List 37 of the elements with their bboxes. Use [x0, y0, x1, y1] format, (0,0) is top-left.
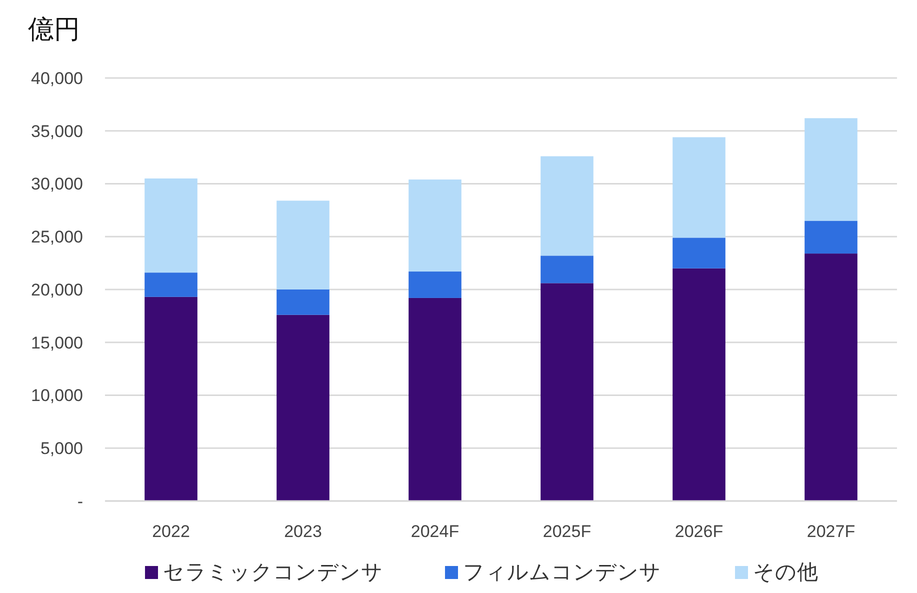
- y-tick-label: 15,000: [31, 333, 83, 352]
- bar: [276, 314, 330, 501]
- bar: [408, 298, 462, 501]
- y-tick-label: -: [77, 492, 83, 511]
- legend-label: フィルムコンデンサ: [463, 561, 661, 584]
- bar: [408, 180, 462, 272]
- x-tick-label: 2024F: [410, 522, 460, 541]
- y-tick-label: 30,000: [31, 174, 83, 194]
- y-tick-label: 35,000: [31, 122, 83, 141]
- x-tick-label: 2025F: [542, 522, 592, 541]
- x-tick-label: 2022: [152, 522, 190, 541]
- bar: [672, 137, 726, 238]
- bar: [804, 254, 858, 501]
- y-axis-title: 億円: [28, 14, 80, 44]
- bar: [672, 268, 726, 501]
- bar: [540, 256, 594, 284]
- legend-label: セラミックコンデンサ: [163, 561, 383, 584]
- bar: [540, 156, 594, 256]
- legend-label: その他: [753, 561, 818, 584]
- x-tick-label: 2027F: [806, 522, 856, 541]
- bar: [672, 238, 726, 268]
- bar: [408, 272, 462, 298]
- y-tick-label: 5,000: [40, 439, 83, 458]
- y-tick-label: 20,000: [31, 280, 83, 300]
- bar: [276, 200, 330, 290]
- bar: [144, 296, 198, 501]
- bar: [804, 118, 858, 221]
- x-tick-label: 2023: [284, 522, 322, 541]
- bar: [540, 283, 594, 501]
- y-tick-label: 10,000: [31, 386, 83, 406]
- bar: [144, 272, 198, 297]
- bar: [276, 290, 330, 315]
- bar: [804, 220, 858, 254]
- y-tick-label: 25,000: [31, 228, 83, 247]
- bar: [144, 178, 198, 273]
- x-tick-label: 2026F: [674, 522, 724, 541]
- y-tick-label: 40,000: [31, 68, 83, 88]
